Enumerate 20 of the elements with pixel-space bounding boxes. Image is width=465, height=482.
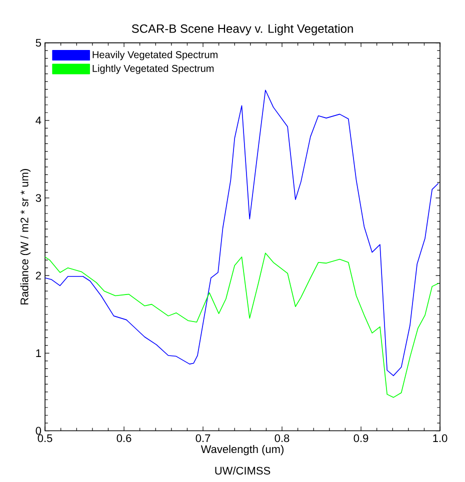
y-tick-label: 5	[36, 38, 42, 47]
chart-title: SCAR-B Scene Heavy v. Light Vegetation	[132, 24, 353, 36]
legend-label: Heavily Vegetated Spectrum	[92, 50, 218, 60]
x-tick-label: 0.6	[116, 434, 132, 442]
x-tick-label: 0.7	[196, 434, 210, 442]
y-tick-label: 2	[36, 272, 41, 280]
x-axis-title: Wavelength (um)	[200, 444, 284, 456]
x-tick-label: 1.0	[433, 434, 448, 442]
line-series	[44, 90, 439, 376]
x-tick-label: 0.9	[354, 434, 368, 442]
y-axis-title: Radiance (W / m2 * sr * um)	[20, 169, 31, 304]
y-tick-label: 0	[36, 426, 42, 435]
x-tick-label: 0.8	[274, 434, 290, 442]
line-series	[44, 252, 439, 398]
y-tick-label: 1	[36, 349, 41, 357]
legend-label: Lightly Vegetated Spectrum	[92, 64, 214, 74]
y-tick-label: 3	[36, 194, 42, 202]
y-tick-label: 4	[36, 116, 42, 124]
text: UW/CIMSS	[215, 466, 270, 475]
x-tick-label: 0.5	[38, 434, 52, 442]
